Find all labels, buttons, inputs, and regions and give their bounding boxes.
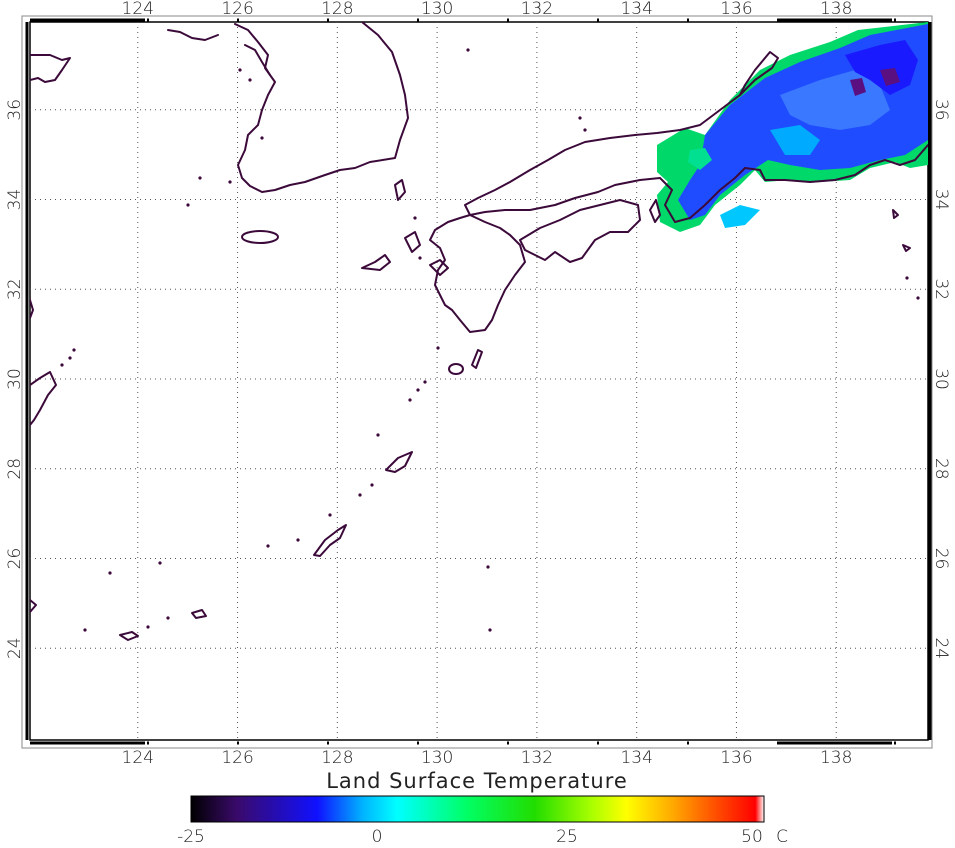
island-dot	[916, 296, 920, 300]
left-lat-label-30: 30	[5, 368, 25, 390]
color-legend: Land Surface Temperature -25 0 25 50 C	[177, 769, 788, 847]
right-lat-label-36: 36	[931, 99, 951, 121]
top-lon-label-126: 126	[221, 0, 253, 19]
right-lat-label-32: 32	[931, 278, 951, 300]
right-lat-label-26: 26	[931, 548, 951, 570]
island-dot	[166, 616, 170, 620]
legend-label-max: 50	[741, 827, 763, 847]
island-dot	[413, 216, 417, 220]
island-dot	[60, 363, 64, 367]
small-islands	[60, 48, 920, 632]
island-dot	[408, 398, 412, 402]
island-dot	[488, 628, 492, 632]
top-lon-label-136: 136	[720, 0, 752, 19]
island-dot	[423, 380, 427, 384]
bottom-lon-label-132: 132	[521, 748, 553, 768]
legend-label-0: 0	[372, 827, 383, 847]
island-dot	[228, 180, 232, 184]
bottom-lon-label-136: 136	[720, 748, 752, 768]
island-dot	[578, 116, 582, 120]
right-lat-label-24: 24	[931, 637, 951, 659]
top-lon-label-132: 132	[521, 0, 553, 19]
island-dot	[248, 78, 252, 82]
island-dot	[108, 571, 112, 575]
island-dot	[418, 256, 422, 260]
top-lon-label-124: 124	[122, 0, 154, 19]
legend-unit: C	[776, 827, 788, 847]
bottom-lon-label-130: 130	[421, 748, 453, 768]
island-dot	[328, 513, 332, 517]
island-dot	[583, 128, 587, 132]
island-dot	[486, 565, 490, 569]
island-dot	[146, 625, 150, 629]
bottom-lon-label-128: 128	[321, 748, 353, 768]
island-dot	[68, 356, 72, 360]
legend-label-min: -25	[177, 827, 205, 847]
bottom-lon-label-138: 138	[820, 748, 852, 768]
island-dot	[466, 48, 470, 52]
island-dot	[186, 203, 190, 207]
coastlines	[30, 22, 928, 641]
island-dot	[905, 276, 909, 280]
colorbar	[190, 795, 765, 823]
island-dot	[198, 176, 202, 180]
left-lat-label-34: 34	[5, 189, 25, 211]
lst-swath	[657, 22, 928, 232]
top-lon-label-130: 130	[421, 0, 453, 19]
island-dot	[376, 433, 380, 437]
island-dot	[296, 538, 300, 542]
island-dot	[260, 136, 264, 140]
left-lat-label-32: 32	[5, 278, 25, 300]
top-lon-label-128: 128	[321, 0, 353, 19]
right-lat-label-30: 30	[931, 368, 951, 390]
legend-title: Land Surface Temperature	[326, 769, 628, 793]
island-dot	[416, 388, 420, 392]
outer-frame	[21, 15, 933, 749]
left-lat-label-36: 36	[5, 99, 25, 121]
legend-label-25: 25	[556, 827, 578, 847]
tick-labels: 124 124 126 126 128 128 130 130 132 132 134 134 136 1…	[5, 0, 951, 768]
left-lat-label-24: 24	[5, 637, 25, 659]
frame-bars	[25, 18, 932, 745]
bottom-lon-label-134: 134	[620, 748, 652, 768]
left-lat-label-28: 28	[5, 458, 25, 480]
island-dot	[370, 483, 374, 487]
right-lat-label-28: 28	[931, 458, 951, 480]
top-lon-label-134: 134	[620, 0, 652, 19]
island-dot	[72, 348, 76, 352]
island-dot	[436, 346, 440, 350]
left-lat-label-26: 26	[5, 548, 25, 570]
top-lon-label-138: 138	[820, 0, 852, 19]
island-dot	[266, 544, 270, 548]
island-dot	[83, 628, 87, 632]
bottom-lon-label-124: 124	[122, 748, 154, 768]
bottom-lon-label-126: 126	[221, 748, 253, 768]
island-dot	[238, 68, 242, 72]
island-dot	[158, 561, 162, 565]
island-dot	[358, 493, 362, 497]
right-lat-label-34: 34	[931, 189, 951, 211]
